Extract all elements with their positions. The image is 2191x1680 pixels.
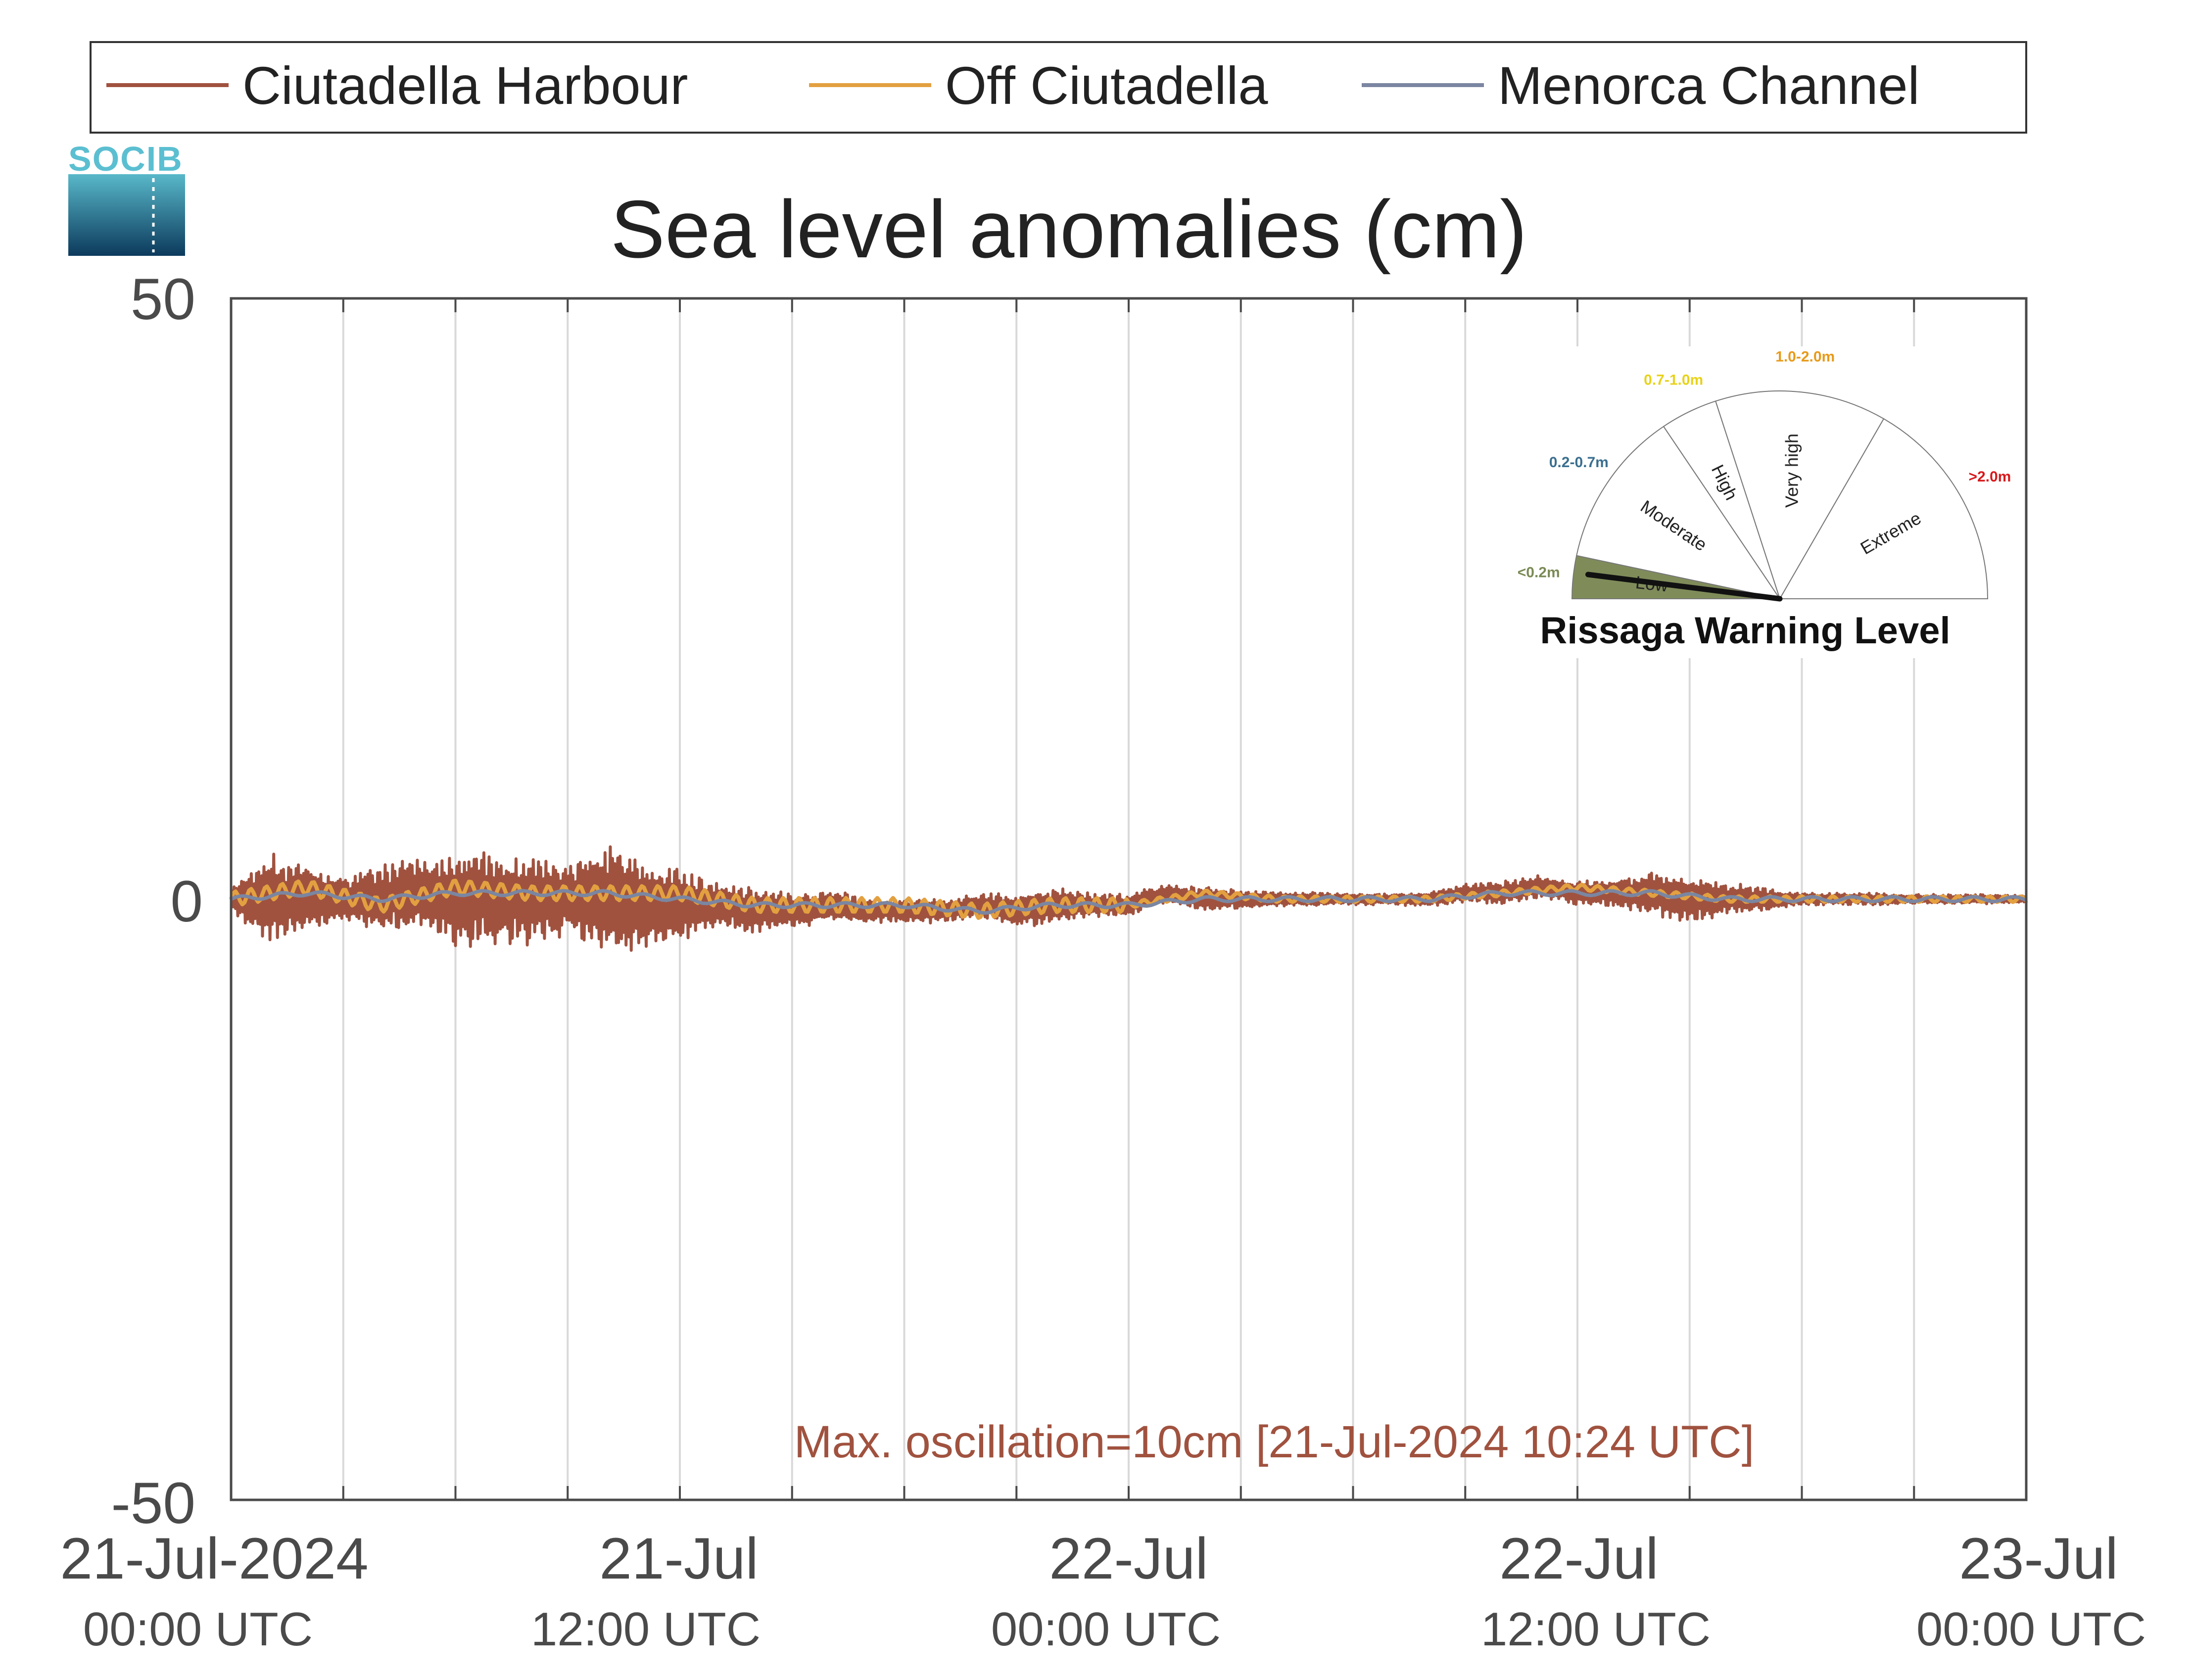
legend-box <box>90 41 2027 134</box>
gauge-range-2: 0.7-1.0m <box>1644 372 1703 388</box>
gauge-title: Rissaga Warning Level <box>1540 610 1950 652</box>
series-menorca-channel <box>230 889 2027 915</box>
x-tick-date-3: 22-Jul <box>1499 1526 1658 1591</box>
x-tick-date-0: 21-Jul-2024 <box>60 1526 368 1591</box>
series-ciutadella-harbour <box>230 845 2028 952</box>
logo-block <box>68 174 185 256</box>
gauge-sector-extreme <box>1779 418 1989 599</box>
x-tick-date-1: 21-Jul <box>599 1526 758 1591</box>
socib-logo: SOCIB <box>68 140 185 256</box>
gauge-label-very-high: Very high <box>1782 433 1802 508</box>
gauge-needle <box>1585 572 1783 602</box>
x-tick-time-3: 12:00 UTC <box>1481 1603 1711 1656</box>
gauge-range-3: 1.0-2.0m <box>1775 349 1835 365</box>
gauge-sectors <box>1571 390 1989 600</box>
y-tick-label-zero: 0 <box>170 869 203 934</box>
legend: Ciutadella Harbour Off Ciutadella Menorc… <box>90 41 2027 134</box>
x-tick-date-4: 23-Jul <box>1959 1526 2118 1591</box>
x-tick-time-0: 00:00 UTC <box>83 1603 313 1656</box>
rissaga-gauge: Low<0.2mModerate0.2-0.7mHigh0.7-1.0mVery… <box>1489 346 2011 658</box>
max-oscillation-annotation: Max. oscillation=10cm [21-Jul-2024 10:24… <box>794 1417 1755 1467</box>
y-tick-label-top: 50 <box>131 267 195 332</box>
gauge-range-1: 0.2-0.7m <box>1549 454 1609 471</box>
legend-label-menorca-channel: Menorca Channel <box>1498 55 1920 115</box>
logo-text: SOCIB <box>68 140 183 178</box>
x-tick-time-2: 00:00 UTC <box>991 1603 1221 1656</box>
gauge-sector-moderate <box>1576 426 1781 600</box>
gauge-range-4: >2.0m <box>1968 469 2011 485</box>
tick-marks <box>342 298 1915 1500</box>
gauge-range-0: <0.2m <box>1518 565 1560 581</box>
gauge-sector-very-high <box>1715 390 1885 600</box>
legend-label-ciutadella-harbour: Ciutadella Harbour <box>242 55 688 115</box>
chart-title: Sea level anomalies (cm) <box>611 184 1527 275</box>
legend-label-off-ciutadella: Off Ciutadella <box>945 55 1268 115</box>
x-tick-time-4: 00:00 UTC <box>1916 1603 2146 1656</box>
x-tick-time-1: 12:00 UTC <box>531 1603 761 1656</box>
y-tick-label-bottom: -50 <box>111 1471 195 1536</box>
series-layer <box>229 845 2028 952</box>
x-tick-date-2: 22-Jul <box>1049 1526 1208 1591</box>
